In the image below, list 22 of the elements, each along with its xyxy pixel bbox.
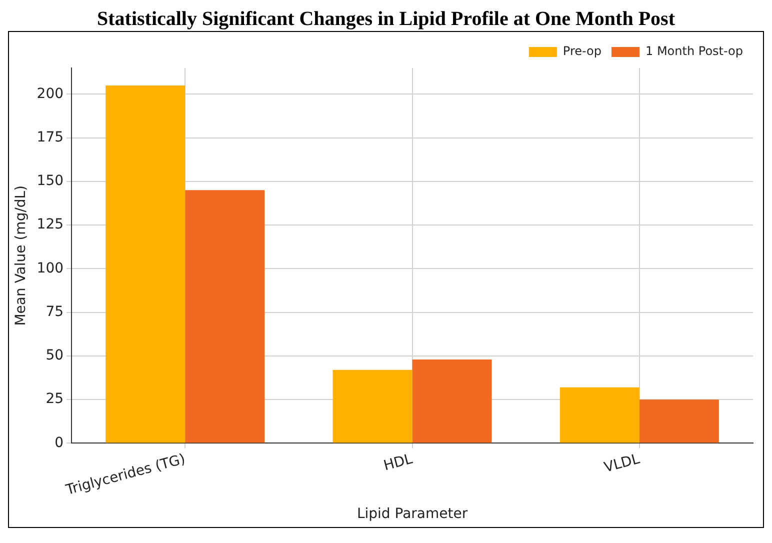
y-tick-label: 200 xyxy=(36,86,64,102)
x-tick-label: VLDL xyxy=(602,451,642,476)
bar xyxy=(412,359,492,443)
y-tick-label: 150 xyxy=(36,173,64,190)
y-tick-label: 175 xyxy=(36,129,64,146)
chart-title: Statistically Significant Changes in Lipid Profile at One Month Post xyxy=(96,8,676,31)
y-axis-title: Mean Value (mg/dL) xyxy=(13,185,30,326)
x-axis-title: Lipid Parameter xyxy=(356,506,468,522)
y-tick-label: 0 xyxy=(54,434,64,451)
y-tick-label: 25 xyxy=(46,391,64,408)
y-tick-label: 100 xyxy=(36,260,64,276)
bar xyxy=(332,370,412,443)
bar xyxy=(639,400,719,443)
x-tick-label: HDL xyxy=(382,451,414,474)
y-tick-label: 50 xyxy=(46,348,64,364)
bar xyxy=(106,85,186,443)
bar xyxy=(185,190,265,443)
y-tick-label: 125 xyxy=(36,216,64,233)
legend-label: Pre-op xyxy=(562,44,602,58)
bar xyxy=(560,387,640,443)
y-tick-label: 75 xyxy=(46,304,64,320)
legend-label: 1 Month Post-op xyxy=(646,44,744,58)
